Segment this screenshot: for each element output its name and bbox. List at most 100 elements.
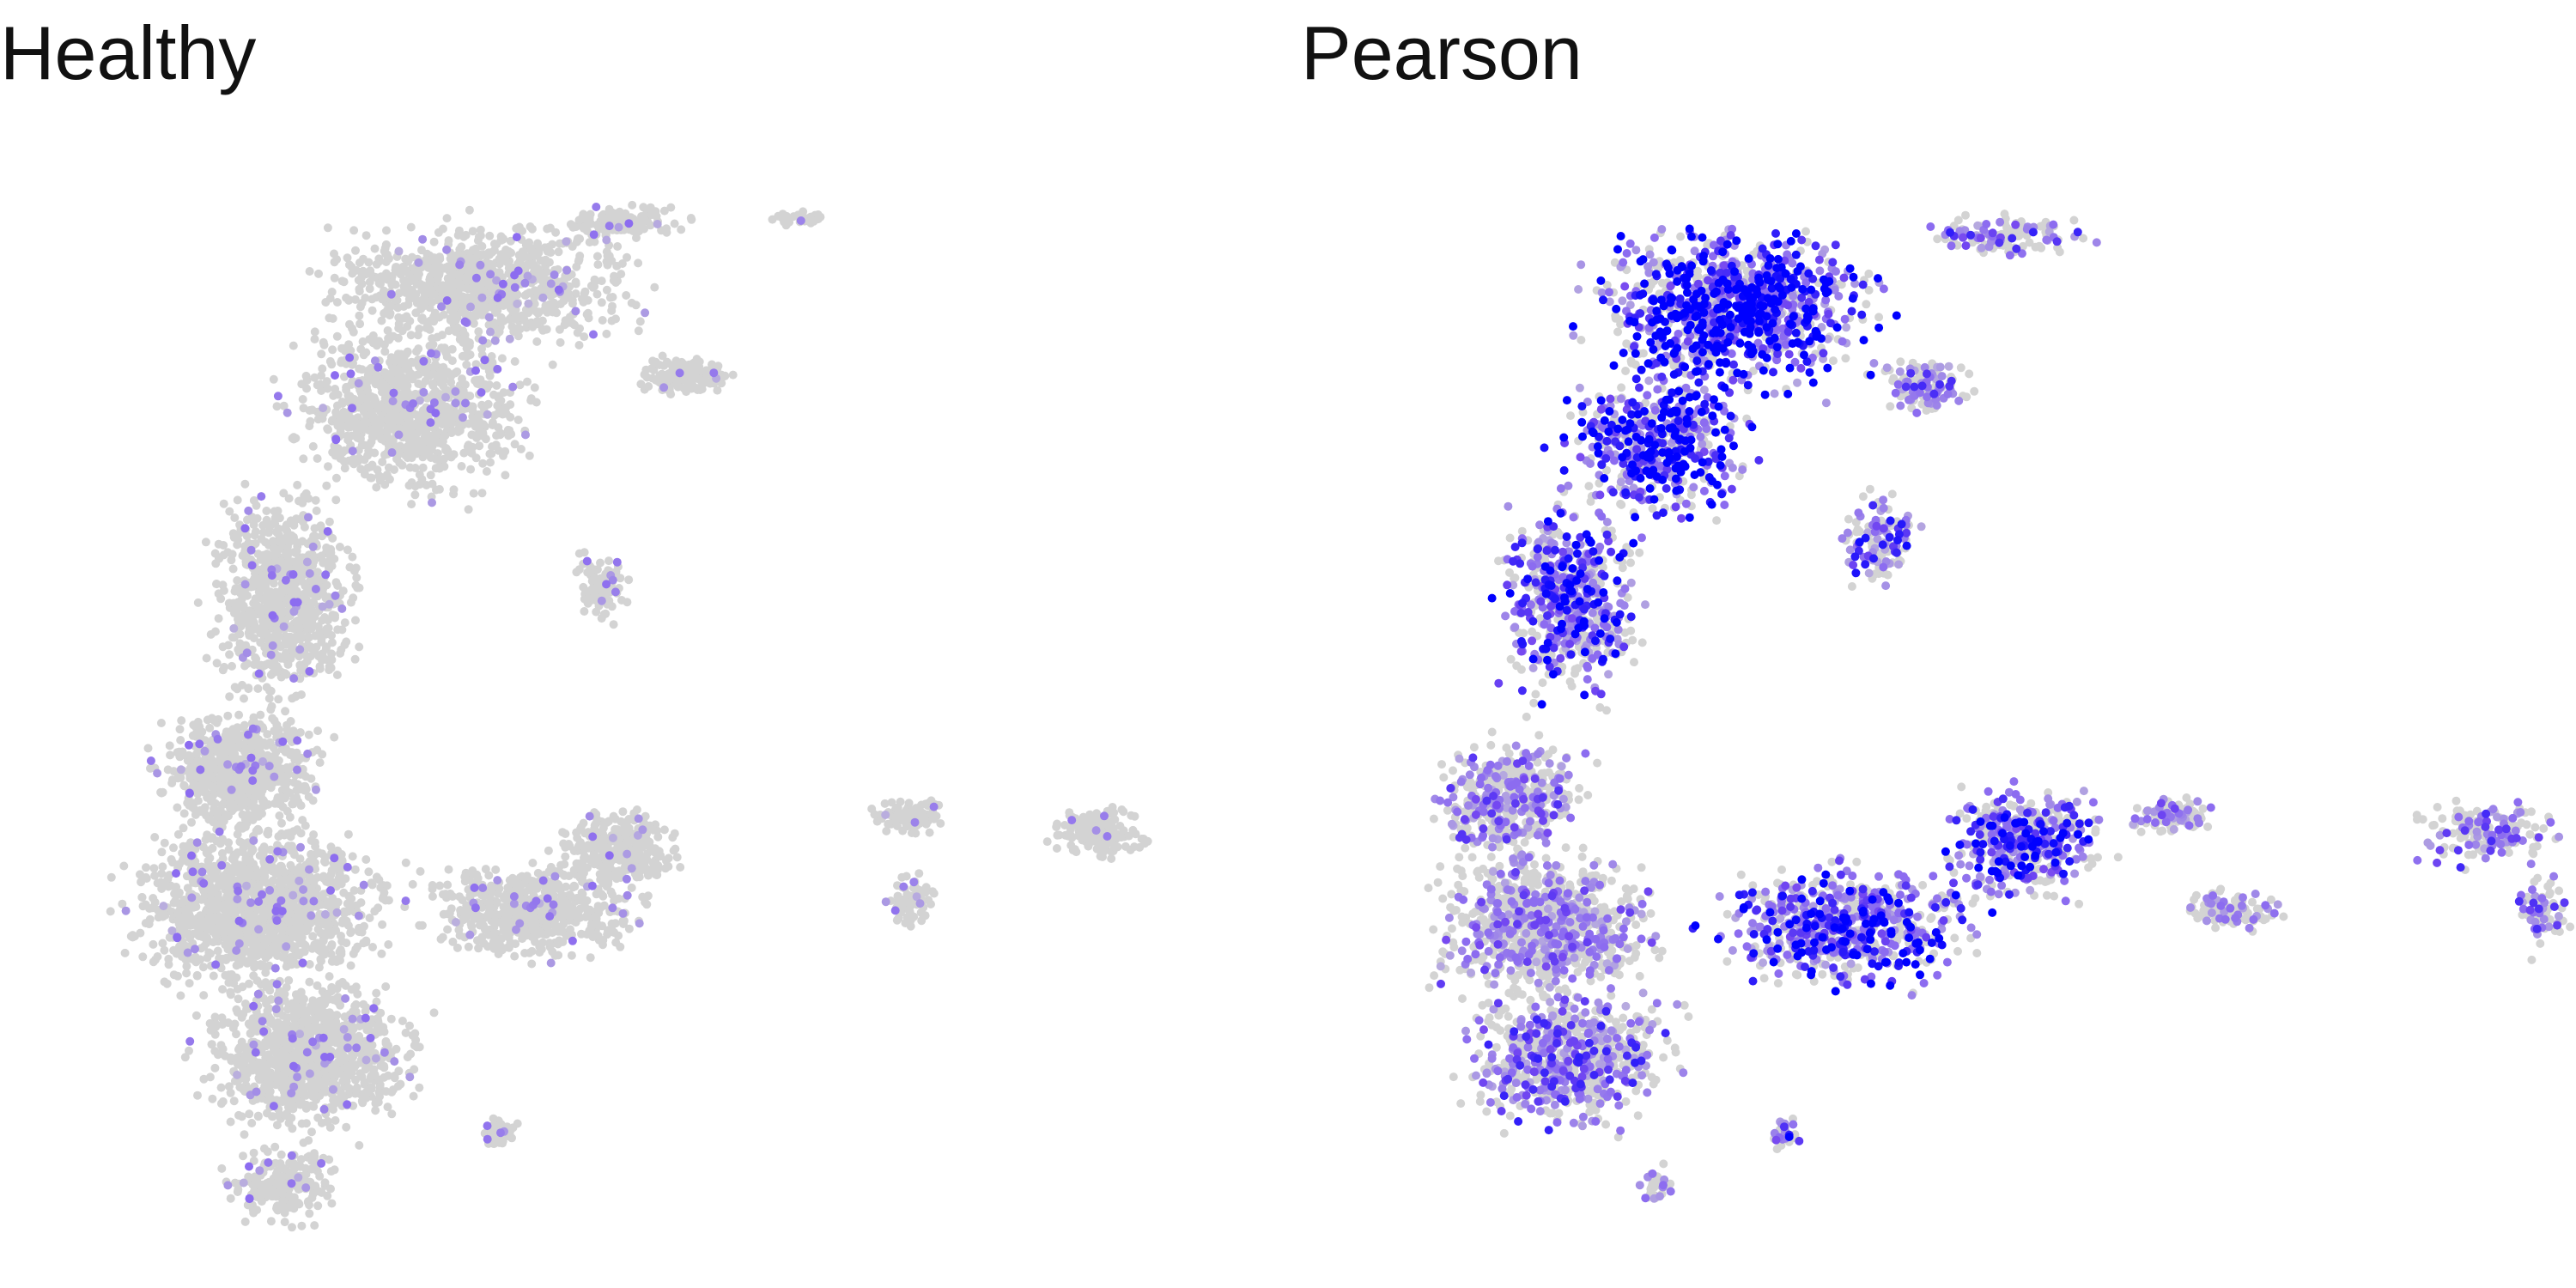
cell-point [316,946,325,956]
cell-point [344,260,354,270]
cell-point [205,723,215,732]
cell-point [597,276,606,286]
cell-point [367,1083,376,1092]
cell-point [631,301,641,310]
cell-point [375,476,385,485]
cell-point [505,314,514,324]
cell-point [177,716,186,726]
cell-point [451,313,460,323]
cell-point [346,598,355,607]
cell-point [209,938,218,947]
cell-point [580,287,590,296]
cell-point [295,661,305,671]
cell-point [275,879,284,888]
cell-point [180,1053,190,1062]
cell-point [193,598,203,607]
cell-point [214,614,223,623]
cell-point [617,259,627,268]
cell-point [441,446,450,455]
cell-point [377,316,386,325]
cell-point [183,884,192,893]
cell-point [380,308,389,318]
cell-point [348,552,357,562]
cell-point [283,546,292,555]
cell-point [272,1121,282,1130]
cell-point [340,372,349,381]
cell-point [476,231,485,240]
cell-point [401,444,410,453]
cell-point [487,449,496,459]
cell-point [357,1097,367,1106]
cell-point [230,513,240,522]
cell-point [574,341,584,349]
cell-point [379,892,388,902]
cell-point [477,344,486,354]
cell-point [295,635,305,644]
cell-point [326,898,336,908]
cell-point [355,924,365,933]
cell-point [365,277,374,287]
cell-point [279,401,289,410]
cell-point [590,237,599,246]
cell-point [409,420,418,429]
cell-point [492,381,501,390]
cell-point [502,258,512,267]
cell-point [322,624,331,634]
cell-point [283,765,293,775]
cell-point [266,931,276,940]
cell-point [256,555,265,564]
cell-point [438,331,447,340]
cell-point [510,357,519,366]
cell-point [408,440,417,450]
cell-point [325,929,335,939]
cell-point [150,833,160,841]
cell-point [403,413,411,422]
cell-point [319,337,328,347]
cell-point [257,611,265,620]
cell-point [317,349,326,359]
cell-point [368,338,378,348]
cell-point [271,726,280,735]
cell-point [384,940,393,949]
cell-point [356,267,366,276]
cell-point [204,898,213,908]
cell-point [363,386,372,396]
cell-point [233,540,242,550]
cell-point [611,278,621,287]
cell-point [280,934,289,944]
cell-point [305,633,313,642]
cell-point [158,862,167,872]
cell-point [394,1066,404,1076]
cell-point [546,248,556,258]
cell-point [324,462,332,471]
cell-point [365,368,374,377]
cell-point [269,374,278,384]
cell-point [392,366,401,375]
cell-point [532,288,542,296]
cell-point [285,829,294,838]
cell-point [415,1083,424,1092]
cell-point [367,878,376,888]
cell-point [469,489,478,498]
cell-point [592,252,602,261]
cell-point [336,956,344,965]
cell-point [518,247,527,257]
cell-point [315,662,325,671]
cell-point [451,368,460,378]
cell-point [216,594,226,604]
cell-point [416,447,426,456]
cell-point [306,889,315,898]
cell-point [260,911,270,920]
cell-point [226,1117,235,1127]
cell-point [459,448,469,458]
cell-point [318,917,327,927]
cell-point [378,920,387,929]
cell-point [355,642,364,652]
cell-point [333,625,343,635]
cell-point [447,264,457,274]
cell-point [225,692,234,702]
cell-point [471,453,481,463]
cell-point [532,319,542,329]
cell-point [622,291,631,300]
cell-point [458,391,467,400]
